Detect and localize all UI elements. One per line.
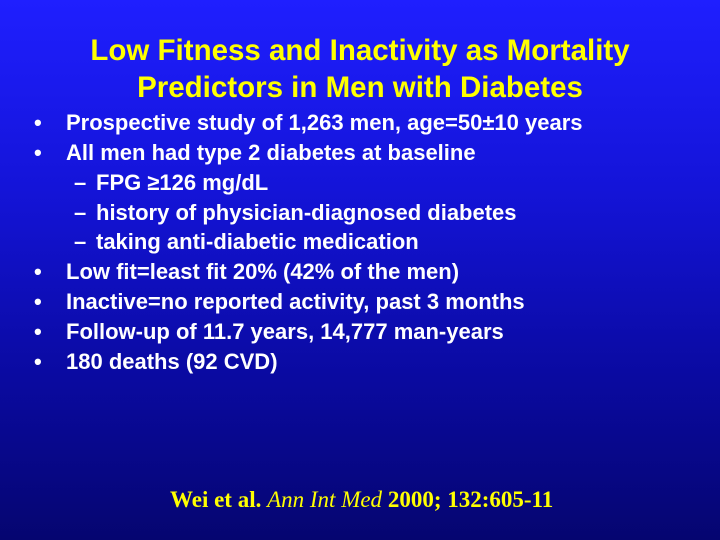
dash-icon: – (74, 170, 87, 195)
bullet-item: • 180 deaths (92 CVD) (0, 349, 720, 374)
bullet-item: • Follow-up of 11.7 years, 14,777 man-yea… (0, 319, 720, 344)
bullet-icon: • (34, 258, 42, 284)
sub-item: – taking anti-diabetic medication (0, 229, 720, 254)
bullet-icon: • (34, 348, 42, 374)
dash-icon: – (74, 199, 87, 225)
sub-item-text: history of physician-diagnosed diabetes (96, 199, 517, 225)
bullet-item: • All men had type 2 diabetes at baseline (0, 140, 720, 165)
sub-item: – FPG ≥126 mg/dL (0, 170, 720, 195)
sub-item-text: FPG ≥126 mg/dL (96, 170, 269, 195)
citation-journal: Ann Int Med (267, 487, 383, 512)
citation-authors: Wei et al. (170, 487, 262, 512)
bullet-text: 180 deaths (92 CVD) (66, 348, 278, 374)
bullet-text: Low fit=least fit 20% (42% of the men) (66, 258, 460, 284)
bullet-text: Follow-up of 11.7 years, 14,777 man-year… (66, 318, 504, 344)
bullet-icon: • (34, 110, 42, 135)
bullet-item: • Low fit=least fit 20% (42% of the men) (0, 259, 720, 284)
citation-details: 2000; 132:605-11 (387, 487, 554, 512)
bullet-icon: • (34, 318, 42, 344)
dash-icon: – (74, 229, 87, 254)
bullet-text: All men had type 2 diabetes at baseline (66, 140, 476, 165)
bullet-list: • Prospective study of 1,263 men, age=50±… (0, 110, 720, 379)
bullet-icon: • (34, 288, 42, 314)
citation: Wei et al. Ann Int Med 2000; 132:605-11 (170, 487, 553, 513)
sub-item: – history of physician-diagnosed diabetes (0, 200, 720, 225)
bullet-text: Prospective study of 1,263 men, age=50±1… (66, 110, 583, 135)
sub-item-text: taking anti-diabetic medication (96, 229, 419, 254)
bullet-item: • Prospective study of 1,263 men, age=50±… (0, 110, 720, 135)
title-line-1: Low Fitness and Inactivity as Mortality (90, 34, 630, 67)
bullet-icon: • (34, 140, 42, 165)
bullet-text: Inactive=no reported activity, past 3 mo… (66, 288, 525, 314)
title-line-2: Predictors in Men with Diabetes (137, 71, 583, 104)
bullet-item: • Inactive=no reported activity, past 3 m… (0, 289, 720, 314)
slide-title: Low Fitness and Inactivity as Mortality … (0, 32, 720, 106)
